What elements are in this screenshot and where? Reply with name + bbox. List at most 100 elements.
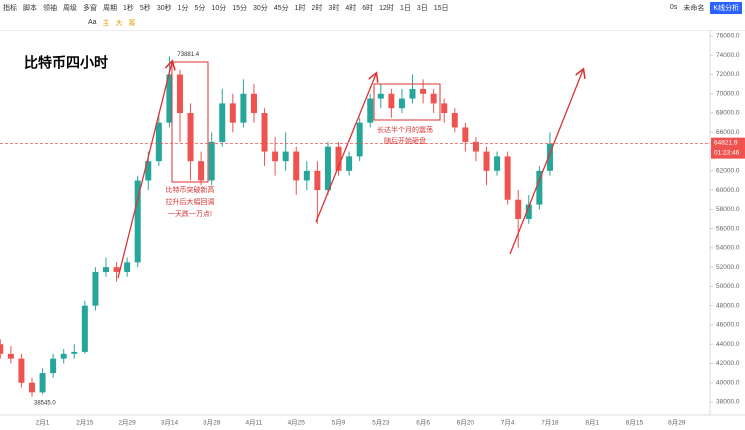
candle-body xyxy=(324,146,331,191)
annotation-text: 随后开始砸盘 xyxy=(384,136,426,145)
x-tick-label: 4月11 xyxy=(246,419,263,427)
toolbar-button[interactable]: 5分 xyxy=(194,4,206,12)
toolbar: 指标 脚本 领袖 周级 多窗 周期 1秒 5秒 30秒 1分 5分 10分 15分 30分 45分 1时 2时 3… xyxy=(0,0,745,15)
candle-body xyxy=(377,93,384,99)
candle-body xyxy=(483,151,490,171)
y-tick-label: 60000.0 xyxy=(716,187,740,194)
y-tick-label: 72000.0 xyxy=(716,71,740,78)
toolbar-button[interactable]: 未命名 xyxy=(683,4,705,12)
toolbar-button[interactable]: 1日 xyxy=(399,4,411,12)
candle-body xyxy=(261,113,268,152)
y-tick-label: 58000.0 xyxy=(716,206,740,213)
candle-body xyxy=(198,161,205,181)
x-tick-label: 3月14 xyxy=(161,419,179,427)
candle-body xyxy=(208,141,215,181)
toolbar-button[interactable]: 30分 xyxy=(253,4,268,12)
candle-body xyxy=(494,156,501,171)
candle-body xyxy=(420,88,427,94)
candle-body xyxy=(525,204,532,219)
annotation-text: 一天跌一万点! xyxy=(168,209,212,218)
toolbar-button[interactable]: 5秒 xyxy=(139,4,151,12)
toolbar-button[interactable]: 1时 xyxy=(294,4,306,12)
toolbar-button[interactable]: 多窗 xyxy=(83,4,97,12)
candle-body xyxy=(0,344,4,354)
high-marker: 73881.4 xyxy=(177,52,199,58)
candle-body xyxy=(303,170,310,181)
y-tick-label: 38000.0 xyxy=(716,399,740,406)
candle-body xyxy=(367,98,374,123)
candle-body xyxy=(504,156,511,200)
last-price-label: 64821.9 xyxy=(714,139,738,146)
y-tick-label: 44000.0 xyxy=(716,341,740,348)
toolbar-button[interactable]: 15分 xyxy=(232,4,248,12)
y-tick-label: 68000.0 xyxy=(716,110,740,117)
tool-button[interactable]: 大 xyxy=(115,19,123,27)
toolbar-button[interactable]: 指标 xyxy=(3,4,17,12)
candle-body xyxy=(409,88,416,99)
highlight-box xyxy=(373,83,441,121)
x-tick-label: 8月1 xyxy=(585,419,599,427)
toolbar-button[interactable]: 3时 xyxy=(328,4,340,12)
toolbar-button[interactable]: 脚本 xyxy=(23,4,37,12)
y-tick-label: 54000.0 xyxy=(716,245,740,252)
tool-button[interactable]: 主 xyxy=(102,19,110,27)
toolbar-button[interactable]: 周级 xyxy=(63,4,77,12)
x-tick-label: 4月25 xyxy=(288,419,306,427)
y-tick-label: 56000.0 xyxy=(716,225,740,232)
candle-body xyxy=(176,74,183,114)
toolbar-button[interactable]: 6时 xyxy=(362,4,374,12)
toolbar-button[interactable]: 45分 xyxy=(273,4,289,12)
toolbar-button[interactable]: 1秒 xyxy=(123,4,134,12)
candle-body xyxy=(60,353,67,359)
x-tick-label: 6月6 xyxy=(416,419,430,427)
toolbar-button[interactable]: 1分 xyxy=(177,4,189,12)
candle-body xyxy=(398,98,405,109)
tool-button[interactable]: 筹 xyxy=(128,19,136,27)
candle-body xyxy=(92,271,99,306)
candle-body xyxy=(546,143,553,171)
candle-body xyxy=(388,93,395,109)
y-tick-label: 42000.0 xyxy=(716,360,740,367)
x-tick-label: 8月29 xyxy=(668,419,686,427)
candle-body xyxy=(81,305,88,352)
x-tick-label: 8月15 xyxy=(626,419,644,427)
chart-title: 比特币四小时 xyxy=(24,55,108,71)
candle-body xyxy=(240,93,247,123)
candle-body xyxy=(314,170,321,191)
y-tick-label: 70000.0 xyxy=(716,90,740,97)
toolbar-button[interactable]: 2时 xyxy=(311,4,323,12)
toolbar-button[interactable]: 10分 xyxy=(211,4,227,12)
candle-body xyxy=(430,93,437,104)
y-tick-label: 52000.0 xyxy=(716,264,740,271)
toolbar-button[interactable]: 15日 xyxy=(433,4,449,12)
annotation-text: 拉升后大幅回调 xyxy=(166,197,215,206)
candle-body xyxy=(250,93,257,114)
x-tick-label: 5月9 xyxy=(332,419,346,427)
toolbar-button[interactable]: 0s xyxy=(669,4,678,11)
candle-body xyxy=(102,267,109,272)
candle-body xyxy=(124,262,131,272)
toolbar-button[interactable]: 周期 xyxy=(103,4,117,12)
candle-body xyxy=(346,156,353,171)
y-tick-label: 46000.0 xyxy=(716,322,740,329)
toolbar-button[interactable]: 12时 xyxy=(379,4,394,12)
x-tick-label: 7月4 xyxy=(501,419,515,427)
toolbar-button[interactable]: 30秒 xyxy=(156,4,172,12)
x-tick-label: 2月1 xyxy=(36,419,50,427)
toolbar-button[interactable]: 4时 xyxy=(345,4,357,12)
x-tick-label: 2月15 xyxy=(76,419,94,427)
trend-arrow xyxy=(509,70,583,255)
toolbar-button[interactable]: K线分析 xyxy=(710,1,742,14)
highlight-box xyxy=(171,61,209,183)
candle-body xyxy=(356,122,363,157)
candle-body xyxy=(293,151,300,181)
y-tick-label: 40000.0 xyxy=(716,379,740,386)
x-tick-label: 7月18 xyxy=(541,419,559,427)
toolbar-button[interactable]: 领袖 xyxy=(43,4,57,12)
tool-button[interactable]: Aa xyxy=(88,19,97,26)
candle-body xyxy=(113,267,120,272)
candle-body xyxy=(472,141,479,152)
annotation-text: 比特币突破新高 xyxy=(166,185,215,194)
toolbar-button[interactable]: 3日 xyxy=(416,4,428,12)
y-tick-label: 48000.0 xyxy=(716,302,740,309)
